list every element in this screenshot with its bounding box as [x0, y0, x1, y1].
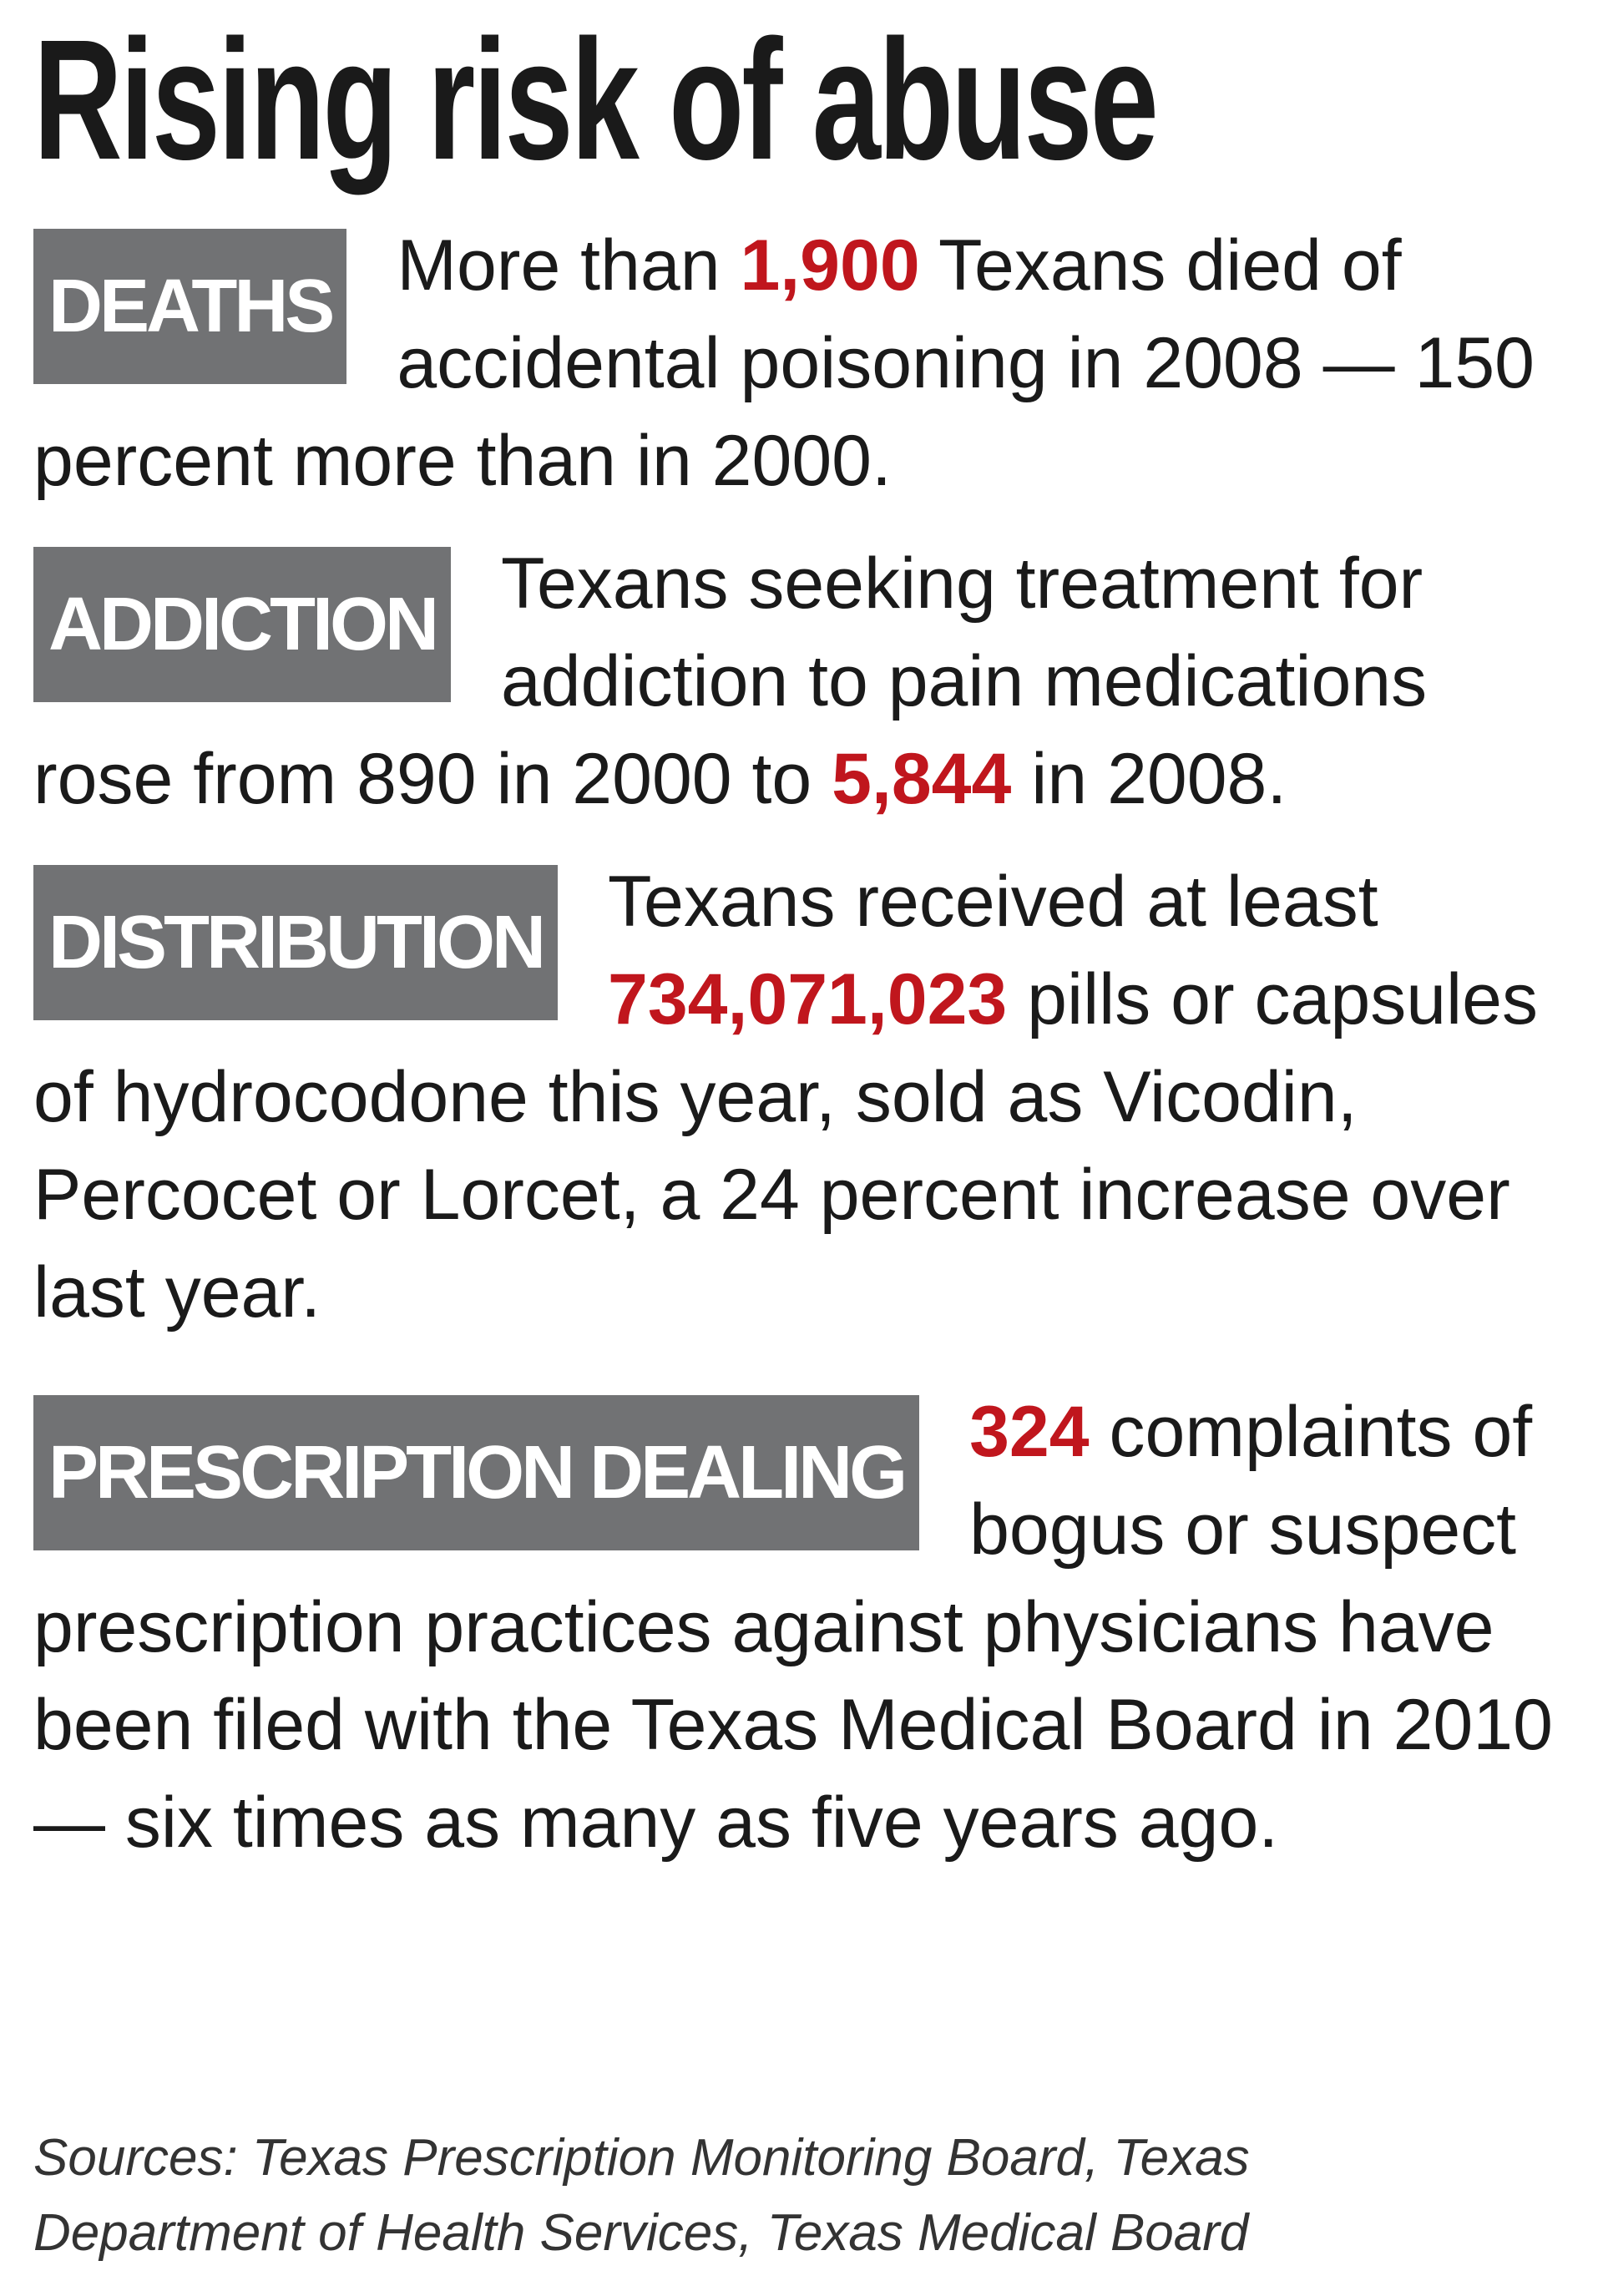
body-text: pills or capsules of hydrocodone this ye…	[33, 959, 1538, 1333]
highlight-figure: 734,071,023	[607, 959, 1008, 1039]
highlight-figure: 324	[969, 1392, 1090, 1472]
section-label: DISTRIBUTION	[33, 865, 558, 1020]
body-text: Texans received at least	[607, 862, 1378, 942]
sections: DEATHS More than 1,900 Texans died of acc…	[33, 217, 1570, 1872]
body-text: complaints of bogus or suspect prescript…	[33, 1392, 1553, 1863]
section: DEATHS More than 1,900 Texans died of acc…	[33, 217, 1570, 510]
highlight-figure: 1,900	[740, 225, 920, 306]
section-label: ADDICTION	[33, 547, 451, 702]
sources: Sources: Texas Prescription Monitoring B…	[33, 2129, 1250, 2262]
section: PRESCRIPTION DEALING 324 complaints of bo…	[33, 1383, 1570, 1872]
section: ADDICTION Texans seeking treatment for ad…	[33, 535, 1570, 828]
section: DISTRIBUTION Texans received at least 734…	[33, 853, 1570, 1342]
body-text: in 2008.	[1011, 739, 1287, 819]
section-label: PRESCRIPTION DEALING	[33, 1395, 920, 1550]
body-text: Texans seeking treatment for addiction t…	[33, 544, 1428, 819]
body-text: More than	[397, 225, 741, 306]
title-text: Rising risk of abuse	[33, 4, 1159, 195]
body-text: Texans died of accidental poisoning in 2…	[33, 225, 1535, 501]
title: Rising risk of abuse	[33, 0, 1570, 192]
section-label: DEATHS	[33, 229, 347, 384]
highlight-figure: 5,844	[832, 739, 1012, 819]
